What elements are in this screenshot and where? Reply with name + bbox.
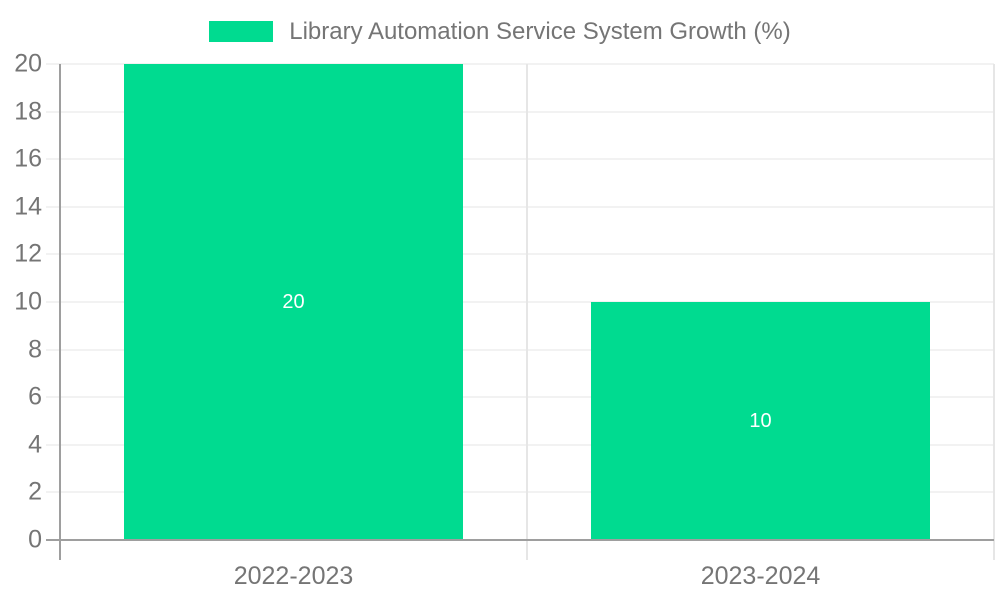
y-tick xyxy=(46,206,60,208)
y-tick-label: 20 xyxy=(14,49,42,78)
y-tick-label: 2 xyxy=(28,477,42,506)
x-tick-label: 2022-2023 xyxy=(233,562,354,590)
y-tick xyxy=(46,301,60,303)
y-tick-label: 18 xyxy=(14,97,42,126)
legend-label: Library Automation Service System Growth… xyxy=(289,17,791,45)
y-tick xyxy=(46,396,60,398)
y-tick-label: 4 xyxy=(28,430,42,459)
y-tick-label: 14 xyxy=(14,192,42,221)
y-tick-label: 12 xyxy=(14,239,42,268)
y-tick xyxy=(46,111,60,113)
y-tick-label: 10 xyxy=(14,287,42,316)
y-tick xyxy=(46,491,60,493)
plot-right-border xyxy=(993,64,995,560)
bar-value-label: 10 xyxy=(749,410,772,432)
legend: Library Automation Service System Growth… xyxy=(0,17,1000,45)
y-tick xyxy=(46,349,60,351)
y-tick xyxy=(46,444,60,446)
y-tick xyxy=(46,63,60,65)
y-tick-label: 8 xyxy=(28,335,42,364)
y-tick-label: 6 xyxy=(28,382,42,411)
bar-value-label: 20 xyxy=(282,291,305,313)
bar-2023-2024: 10 xyxy=(591,302,930,540)
x-axis-baseline xyxy=(46,539,994,541)
y-tick-label: 16 xyxy=(14,144,42,173)
x-tick-label: 2023-2024 xyxy=(700,562,821,590)
y-tick xyxy=(46,158,60,160)
y-tick xyxy=(46,253,60,255)
plot-area: 0 2 4 6 8 10 12 14 16 18 20 20 2022-2023 10 2023-2024 xyxy=(14,51,995,590)
legend-swatch xyxy=(209,21,274,42)
bar-2022-2023: 20 xyxy=(124,64,463,540)
y-tick-label: 0 xyxy=(28,525,42,554)
y-axis-line xyxy=(59,64,61,560)
category-divider-line xyxy=(526,64,528,560)
